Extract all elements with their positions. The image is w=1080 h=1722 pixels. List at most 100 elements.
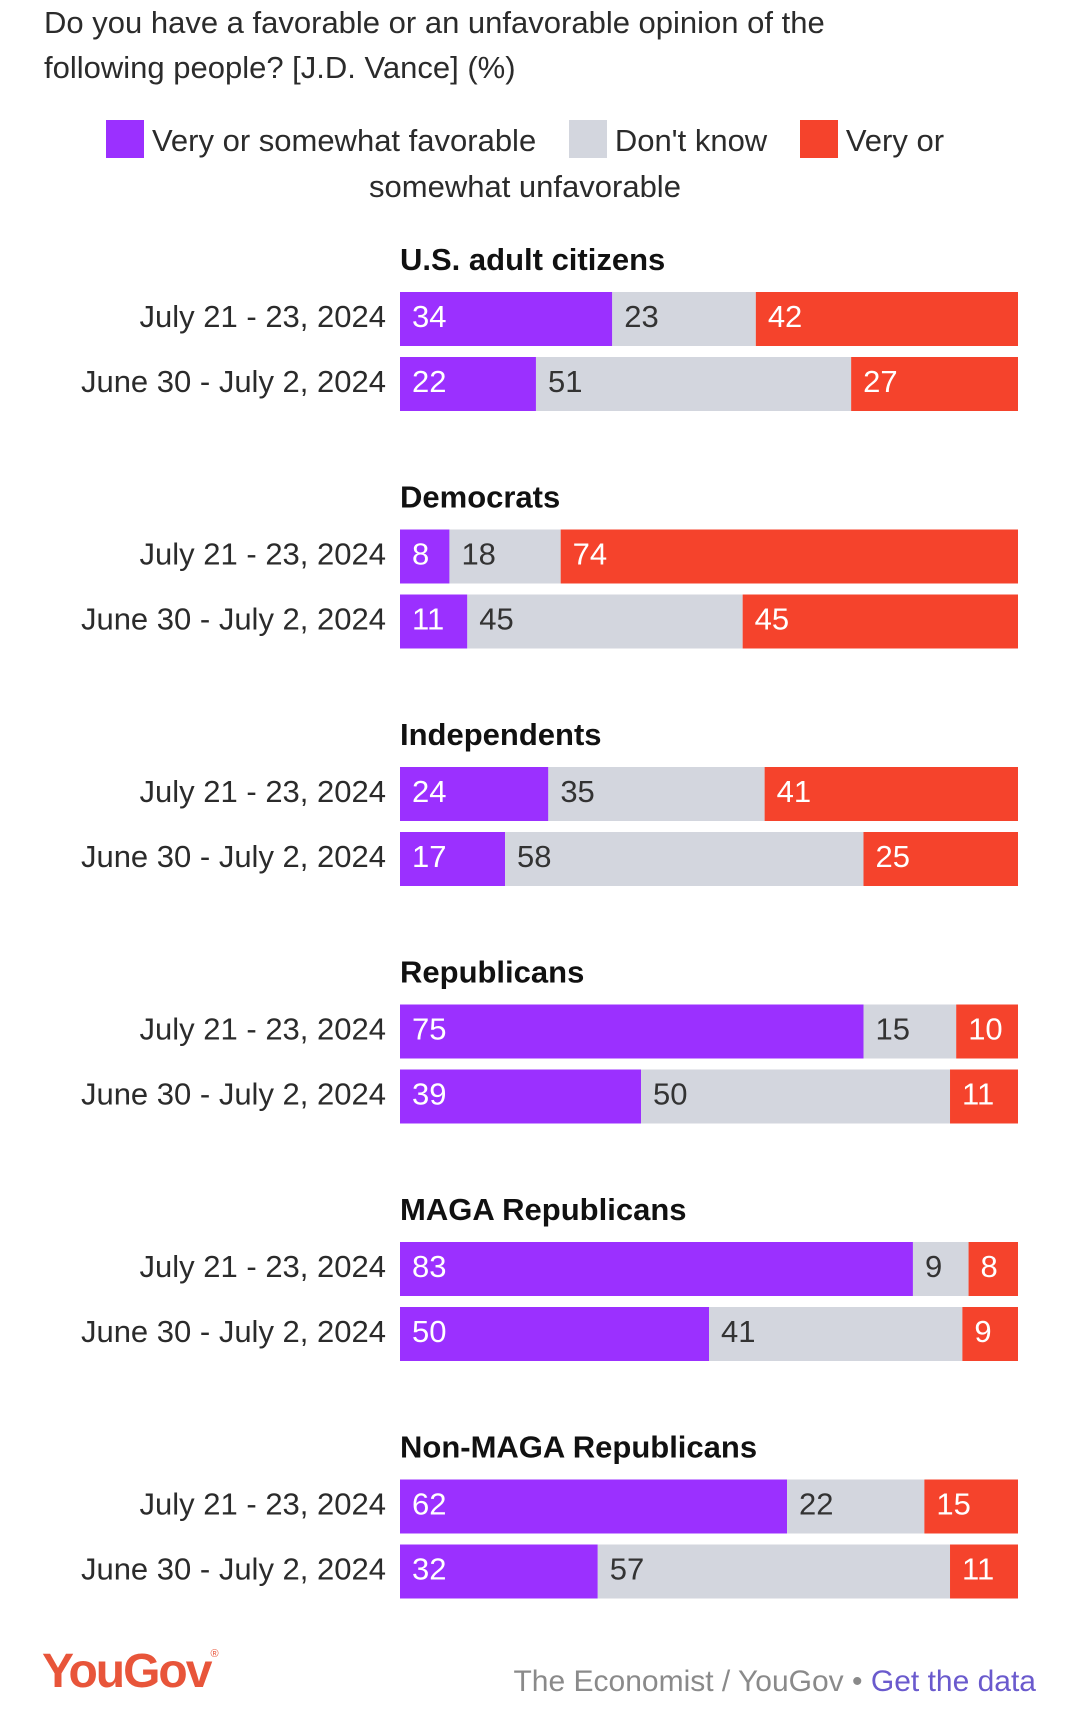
legend-item-unfavorable: Very or somewhat unfavorable bbox=[369, 120, 945, 204]
legend-item-favorable: Very or somewhat favorable bbox=[105, 120, 537, 158]
bar-segment-favorable bbox=[400, 1307, 709, 1361]
legend-label-dont-know: Don't know bbox=[614, 123, 768, 158]
group-header: Independents bbox=[400, 717, 602, 752]
legend-label-unfavorable: Very or somewhat unfavorable bbox=[369, 123, 945, 204]
legend: Very or somewhat favorable Don't know Ve… bbox=[60, 118, 990, 210]
row-label: July 21 - 23, 2024 bbox=[140, 1487, 386, 1522]
data-label-dont-know: 41 bbox=[721, 1314, 755, 1349]
data-label-favorable: 39 bbox=[412, 1077, 446, 1112]
data-label-unfavorable: 10 bbox=[968, 1012, 1002, 1047]
bar-segment-favorable bbox=[400, 1242, 913, 1296]
data-label-unfavorable: 11 bbox=[962, 1077, 994, 1112]
chart-title: Do you have a favorable or an unfavorabl… bbox=[44, 5, 825, 85]
bar-segment-unfavorable bbox=[950, 1544, 1018, 1599]
data-label-favorable: 8 bbox=[412, 537, 429, 572]
data-label-unfavorable: 25 bbox=[876, 839, 910, 874]
row-label: June 30 - July 2, 2024 bbox=[81, 364, 386, 399]
data-label-unfavorable: 41 bbox=[777, 774, 811, 809]
bar-segment-dont-know bbox=[449, 529, 561, 584]
bar-segment-favorable bbox=[400, 1544, 598, 1599]
data-label-favorable: 32 bbox=[412, 1552, 446, 1587]
bar-segment-unfavorable bbox=[950, 1069, 1018, 1124]
bar-segment-favorable bbox=[400, 292, 613, 346]
bar-segment-unfavorable bbox=[924, 1479, 1018, 1534]
legend-swatch-dont-know bbox=[568, 120, 607, 158]
bar-segment-dont-know bbox=[641, 1069, 951, 1124]
bar-segment-dont-know bbox=[709, 1307, 963, 1361]
row-label: June 30 - July 2, 2024 bbox=[81, 839, 386, 874]
bar-segment-dont-know bbox=[535, 357, 852, 411]
legend-item-dont-know: Don't know bbox=[545, 120, 768, 158]
bar-segment-dont-know bbox=[467, 594, 743, 649]
bar-segment-favorable bbox=[400, 357, 536, 411]
legend-swatch-unfavorable bbox=[799, 120, 838, 158]
bar-segment-dont-know bbox=[863, 1004, 957, 1059]
data-label-favorable: 75 bbox=[412, 1012, 446, 1047]
get-the-data-link[interactable]: Get the data bbox=[870, 1665, 1036, 1698]
data-label-dont-know: 51 bbox=[548, 364, 582, 399]
bar-segment-unfavorable bbox=[560, 529, 1018, 584]
bar-segment-favorable bbox=[400, 767, 549, 821]
data-label-dont-know: 45 bbox=[479, 602, 513, 637]
group-header: Non-MAGA Republicans bbox=[400, 1430, 757, 1465]
bar-segment-dont-know bbox=[597, 1544, 951, 1599]
bar-segment-dont-know bbox=[505, 832, 864, 886]
bar-segment-dont-know bbox=[548, 767, 765, 821]
row-label: July 21 - 23, 2024 bbox=[140, 774, 386, 809]
data-label-favorable: 11 bbox=[412, 602, 444, 637]
data-label-favorable: 83 bbox=[412, 1249, 446, 1284]
stacked-bar-chart: U.S. adult citizens July 21 - 23, 2024 34 2… bbox=[81, 242, 1018, 1599]
data-label-favorable: 24 bbox=[412, 774, 446, 809]
data-label-dont-know: 9 bbox=[925, 1249, 942, 1284]
data-label-unfavorable: 11 bbox=[962, 1552, 994, 1587]
registered-mark: ® bbox=[210, 1648, 219, 1660]
data-label-dont-know: 15 bbox=[876, 1012, 910, 1047]
data-label-favorable: 50 bbox=[412, 1314, 446, 1349]
data-label-unfavorable: 74 bbox=[573, 537, 607, 572]
data-label-dont-know: 50 bbox=[653, 1077, 687, 1112]
bar-segment-unfavorable bbox=[956, 1004, 1018, 1059]
bar-segment-favorable bbox=[400, 832, 506, 886]
row-label: June 30 - July 2, 2024 bbox=[81, 1077, 386, 1112]
bar-segment-dont-know bbox=[912, 1242, 969, 1296]
bar-segment-dont-know bbox=[787, 1479, 925, 1534]
data-label-unfavorable: 9 bbox=[974, 1314, 991, 1349]
row-label: July 21 - 23, 2024 bbox=[140, 1012, 386, 1047]
data-label-dont-know: 58 bbox=[517, 839, 551, 874]
data-label-favorable: 17 bbox=[412, 839, 446, 874]
data-label-unfavorable: 15 bbox=[936, 1487, 970, 1522]
bar-segment-favorable bbox=[400, 1479, 788, 1534]
data-label-dont-know: 35 bbox=[560, 774, 594, 809]
data-label-unfavorable: 27 bbox=[863, 364, 897, 399]
bar-segment-favorable bbox=[400, 594, 468, 649]
data-label-dont-know: 57 bbox=[610, 1552, 644, 1587]
footer-source: The Economist / YouGov • Get the data bbox=[513, 1665, 1036, 1699]
yougov-logo-text: YouGov bbox=[42, 1645, 212, 1698]
row-label: June 30 - July 2, 2024 bbox=[81, 1552, 386, 1587]
row-label: July 21 - 23, 2024 bbox=[140, 299, 386, 334]
data-label-dont-know: 23 bbox=[624, 299, 658, 334]
bar-segment-unfavorable bbox=[755, 292, 1018, 346]
data-label-unfavorable: 45 bbox=[755, 602, 789, 637]
bar-segment-favorable bbox=[400, 1004, 864, 1059]
legend-swatch-favorable bbox=[105, 120, 144, 158]
data-label-unfavorable: 42 bbox=[768, 299, 802, 334]
data-label-unfavorable: 8 bbox=[981, 1249, 998, 1284]
row-label: July 21 - 23, 2024 bbox=[140, 1249, 386, 1284]
legend-label-favorable: Very or somewhat favorable bbox=[151, 123, 537, 158]
bar-segment-dont-know bbox=[612, 292, 756, 346]
source-text: The Economist / YouGov bbox=[513, 1665, 844, 1698]
row-label: June 30 - July 2, 2024 bbox=[81, 602, 386, 637]
yougov-logo: YouGov® bbox=[42, 1644, 219, 1699]
bar-segment-unfavorable bbox=[863, 832, 1018, 886]
data-label-favorable: 34 bbox=[412, 299, 446, 334]
group-header: MAGA Republicans bbox=[400, 1192, 687, 1227]
bar-segment-unfavorable bbox=[851, 357, 1018, 411]
row-label: July 21 - 23, 2024 bbox=[140, 537, 386, 572]
bar-segment-favorable bbox=[400, 529, 450, 584]
data-label-dont-know: 18 bbox=[461, 537, 495, 572]
group-header: Republicans bbox=[400, 955, 584, 990]
bar-segment-unfavorable bbox=[742, 594, 1018, 649]
data-label-favorable: 62 bbox=[412, 1487, 446, 1522]
group-header: Democrats bbox=[400, 480, 560, 515]
